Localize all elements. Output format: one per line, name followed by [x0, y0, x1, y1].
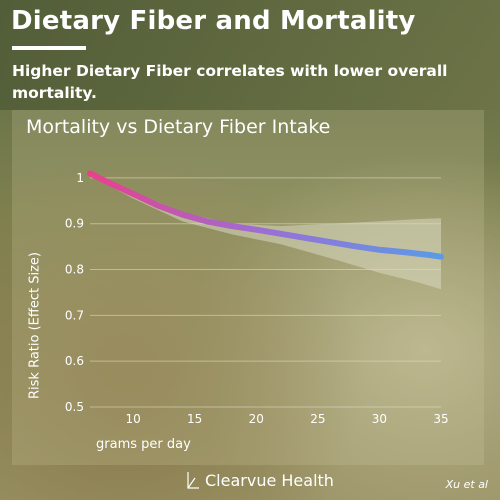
x-tick-label: 15	[187, 412, 202, 426]
grid-lines	[90, 177, 441, 408]
chart-panel	[12, 110, 484, 465]
brand-logo-icon	[187, 472, 199, 489]
series-line	[87, 170, 444, 260]
header-band	[0, 0, 500, 110]
x-tick-label: 20	[249, 412, 264, 426]
x-tick-label: 35	[433, 412, 448, 426]
y-tick-label: 0.9	[65, 217, 84, 231]
x-tick-label: 30	[372, 412, 387, 426]
source-credit: Xu et al	[445, 478, 488, 491]
x-tick-label: 10	[125, 412, 140, 426]
y-axis-label: Risk Ratio (Effect Size)	[27, 252, 43, 399]
y-tick-label: 0.5	[65, 400, 84, 414]
y-tick-labels: 0.5 0.6 0.7 0.8 0.9 1	[65, 171, 84, 414]
x-axis-label: grams per day	[96, 437, 191, 452]
series-line-layer	[87, 170, 444, 260]
y-tick-label: 0.6	[65, 354, 84, 368]
y-tick-label: 0.8	[65, 263, 84, 277]
page-subtitle: Higher Dietary Fiber correlates with low…	[12, 62, 448, 102]
x-tick-label: 25	[310, 412, 325, 426]
title-underline	[12, 46, 86, 50]
brand-name: Clearvue Health	[205, 470, 334, 490]
y-tick-label: 0.7	[65, 308, 84, 322]
x-tick-labels: 10 15 20 25 30 35	[125, 412, 448, 426]
chart-title: Mortality vs Dietary Fiber Intake	[26, 116, 331, 138]
brand: Clearvue Health	[186, 470, 334, 490]
y-tick-label: 1	[76, 171, 84, 185]
page-title: Dietary Fiber and Mortality	[11, 6, 416, 36]
